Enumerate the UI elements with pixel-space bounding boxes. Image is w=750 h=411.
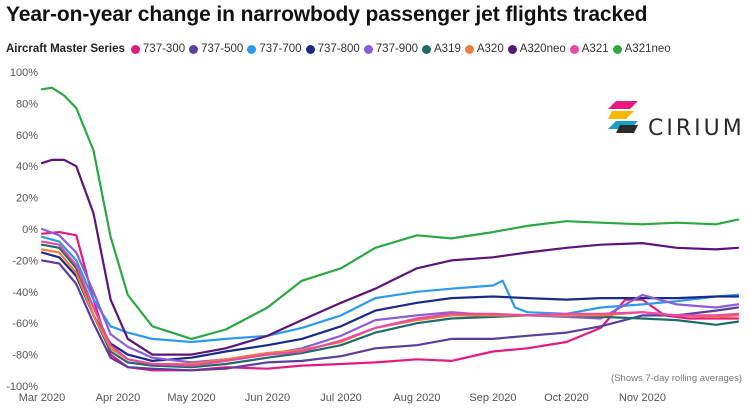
y-tick-label: -20% [12, 255, 38, 267]
legend-label: 737-300 [142, 43, 186, 55]
legend-item: A321 [569, 43, 609, 55]
legend-label: 737-900 [375, 43, 418, 55]
x-tick-label: Aug 2020 [393, 392, 440, 404]
series-line-a320neo [40, 158, 740, 356]
x-tick-label: Mar 2020 [19, 392, 65, 404]
series-line-737-800 [40, 251, 740, 362]
legend-item: 737-500 [189, 43, 243, 55]
series-line-737-500 [40, 259, 740, 372]
x-tick-label: Nov 2020 [619, 392, 666, 404]
legend-label: A320 [476, 43, 504, 55]
legend-item: A320neo [507, 43, 566, 55]
legend-marker [612, 44, 622, 54]
x-tick-label: Apr 2020 [96, 392, 141, 404]
legend-marker [305, 44, 315, 54]
x-tick-label: Jun 2020 [245, 392, 290, 404]
y-tick-label: 0% [22, 224, 38, 236]
x-tick-label: May 2020 [167, 392, 215, 404]
legend-item: 737-800 [305, 43, 360, 55]
legend: Aircraft Master Series 737-300 737-500 737… [6, 41, 675, 57]
y-tick-label: 40% [16, 161, 38, 173]
legend-label: 737-800 [317, 43, 360, 55]
y-tick-label: -40% [12, 287, 38, 299]
x-tick-label: Jul 2020 [320, 392, 362, 404]
cirium-logo: CIRIUM [608, 97, 748, 141]
legend-item: A321neo [612, 43, 671, 55]
legend-marker [130, 44, 140, 54]
legend-label: A321neo [624, 43, 671, 55]
y-tick-label: 100% [10, 67, 38, 79]
y-tick-label: 20% [16, 193, 38, 205]
legend-item: 737-700 [247, 43, 302, 55]
legend-item: A320 [464, 43, 504, 55]
chart-title: Year-on-year change in narrowbody passen… [6, 3, 648, 26]
y-tick-label: -80% [12, 350, 38, 362]
series-line-a321neo [40, 86, 740, 340]
legend-marker [189, 44, 199, 54]
y-tick-label: -100% [6, 381, 38, 393]
legend-items: 737-300 737-500 737-700 737-800 737-900 A319 A… [130, 43, 675, 55]
legend-item: 737-300 [130, 43, 186, 55]
legend-marker [363, 44, 373, 54]
rolling-average-note: (Shows 7-day rolling averages) [611, 373, 742, 384]
legend-title: Aircraft Master Series [6, 43, 125, 55]
legend-marker [569, 44, 579, 54]
series-line-737-300 [40, 231, 740, 372]
legend-marker [247, 44, 257, 54]
legend-label: A321 [581, 43, 609, 55]
legend-label: A320neo [519, 43, 566, 55]
legend-marker [507, 44, 517, 54]
x-tick-label: Sep 2020 [469, 392, 516, 404]
series-line-a321 [40, 240, 740, 367]
legend-item: 737-900 [363, 43, 418, 55]
y-tick-label: -60% [12, 318, 38, 330]
series-line-737-700 [40, 235, 740, 344]
legend-label: 737-500 [201, 43, 244, 55]
y-tick-label: 80% [16, 98, 38, 110]
cirium-logo-icon [608, 101, 638, 133]
legend-label: 737-700 [259, 43, 302, 55]
y-tick-label: 60% [16, 130, 38, 142]
x-tick-label: Oct 2020 [544, 392, 589, 404]
legend-item: A319 [422, 43, 461, 55]
legend-marker [464, 44, 474, 54]
series-line-737-900 [40, 227, 740, 364]
legend-label: A319 [434, 43, 461, 55]
legend-marker [422, 44, 431, 54]
cirium-brand: CIRIUM [648, 116, 745, 141]
